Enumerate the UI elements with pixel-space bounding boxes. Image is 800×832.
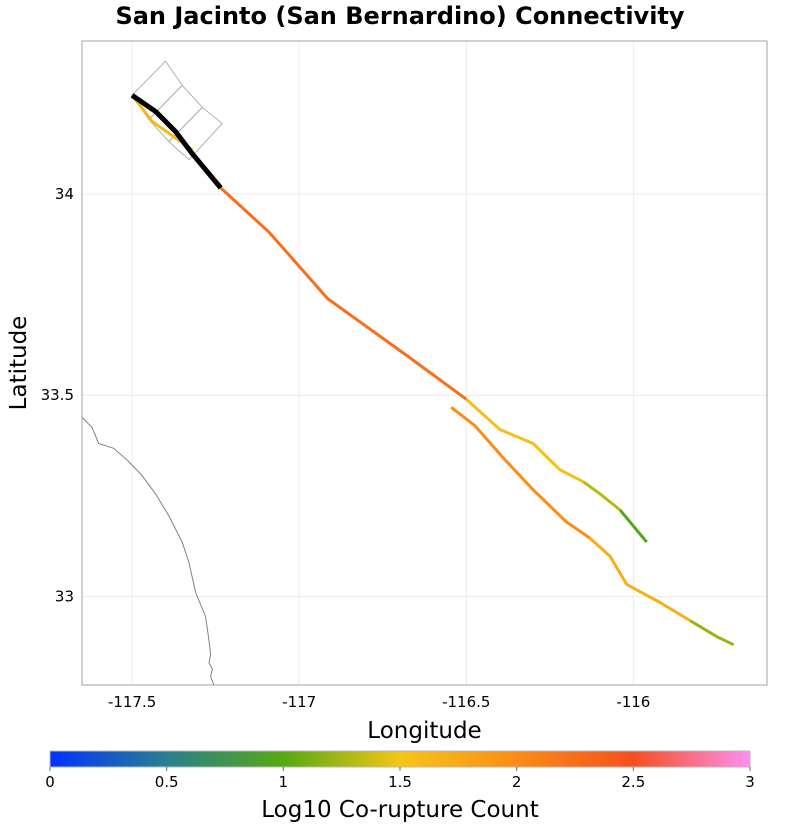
y-axis-title: Latitude	[6, 316, 32, 411]
colorbar-tick-label: 1.5	[388, 773, 412, 791]
connected-fault-trace	[689, 619, 735, 647]
colorbar-tick-label: 0	[45, 773, 55, 791]
y-tick-label: 33	[55, 587, 74, 605]
connected-fault-trace	[582, 480, 621, 512]
x-axis-title: Longitude	[367, 718, 481, 744]
colorbar-tick-label: 2	[512, 773, 522, 791]
colorbar-title: Log10 Co-rupture Count	[261, 797, 538, 823]
x-tick-label: -117	[282, 693, 316, 711]
grid-lines	[82, 41, 767, 685]
connected-fault-trace	[130, 94, 194, 151]
connected-fault-trace	[618, 508, 648, 544]
colorbar-tick-label: 3	[745, 773, 755, 791]
axes: -117.5 -117 -116.5 -116 34 33.5 33	[41, 185, 651, 711]
y-tick-label: 34	[55, 185, 74, 203]
colorbar-tick-label: 1	[279, 773, 289, 791]
coastline	[82, 416, 215, 685]
connected-fault-trace	[465, 398, 584, 484]
x-tick-label: -117.5	[108, 693, 156, 711]
colorbar-tick-label: 2.5	[621, 773, 645, 791]
colorbar-tick-label: 0.5	[155, 773, 179, 791]
selected-fault-section	[130, 93, 223, 190]
connected-fault-trace	[219, 186, 468, 401]
connected-fault-trace	[588, 536, 691, 622]
connected-fault-trace	[450, 406, 591, 540]
x-tick-label: -116.5	[442, 693, 490, 711]
y-tick-label: 33.5	[41, 386, 74, 404]
colorbar: 0 0.5 1 1.5 2 2.5 3	[45, 750, 755, 791]
map-data-layer	[82, 60, 735, 685]
fault-section-outline	[168, 106, 224, 161]
x-tick-label: -116	[616, 693, 650, 711]
chart-title: San Jacinto (San Bernardino) Connectivit…	[115, 2, 685, 30]
plot-frame	[81, 40, 768, 686]
colorbar-gradient-bar	[49, 750, 751, 768]
